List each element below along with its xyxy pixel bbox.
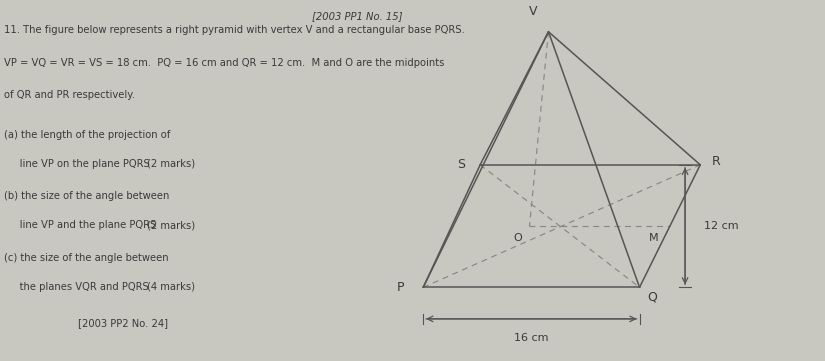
Text: M: M — [649, 233, 658, 243]
Text: (2 marks): (2 marks) — [148, 220, 196, 230]
Text: 12 cm: 12 cm — [704, 221, 738, 231]
Text: VP = VQ = VR = VS = 18 cm.  PQ = 16 cm and QR = 12 cm.  M and O are the midpoint: VP = VQ = VR = VS = 18 cm. PQ = 16 cm an… — [4, 58, 445, 68]
Text: [2003 PP2 No. 24]: [2003 PP2 No. 24] — [78, 318, 168, 328]
Text: O: O — [513, 233, 522, 243]
Text: (c) the size of the angle between: (c) the size of the angle between — [4, 253, 169, 263]
Text: of QR and PR respectively.: of QR and PR respectively. — [4, 90, 135, 100]
Text: R: R — [712, 155, 720, 168]
Text: 16 cm: 16 cm — [514, 333, 549, 343]
Text: P: P — [397, 281, 404, 294]
Text: [2003 PP1 No. 15]: [2003 PP1 No. 15] — [313, 11, 403, 21]
Text: (b) the size of the angle between: (b) the size of the angle between — [4, 191, 170, 201]
Text: V: V — [529, 5, 538, 18]
Text: line VP on the plane PQRS: line VP on the plane PQRS — [4, 159, 150, 169]
Text: 11. The figure below represents a right pyramid with vertex V and a rectangular : 11. The figure below represents a right … — [4, 25, 465, 35]
Text: (2 marks): (2 marks) — [148, 159, 196, 169]
Text: (4 marks): (4 marks) — [148, 282, 196, 292]
Text: line VP and the plane PQRS: line VP and the plane PQRS — [4, 220, 157, 230]
Text: Q: Q — [647, 291, 657, 304]
Text: the planes VQR and PQRS: the planes VQR and PQRS — [4, 282, 149, 292]
Text: S: S — [457, 158, 465, 171]
Text: (a) the length of the projection of: (a) the length of the projection of — [4, 130, 171, 140]
